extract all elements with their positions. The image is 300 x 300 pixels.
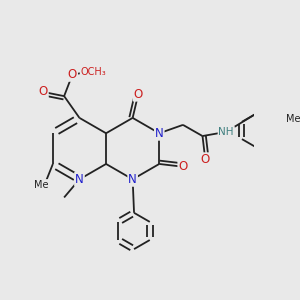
Text: O: O <box>39 85 48 98</box>
Text: O: O <box>178 160 188 173</box>
Text: OCH₃: OCH₃ <box>81 67 106 76</box>
Text: O: O <box>201 153 210 166</box>
Text: Me: Me <box>34 180 49 190</box>
Text: NH: NH <box>218 127 234 137</box>
Text: N: N <box>155 127 164 140</box>
Text: O: O <box>68 68 77 81</box>
Text: N: N <box>75 173 84 186</box>
Text: N: N <box>128 173 137 186</box>
Text: O: O <box>134 88 143 101</box>
Text: Me: Me <box>286 114 300 124</box>
